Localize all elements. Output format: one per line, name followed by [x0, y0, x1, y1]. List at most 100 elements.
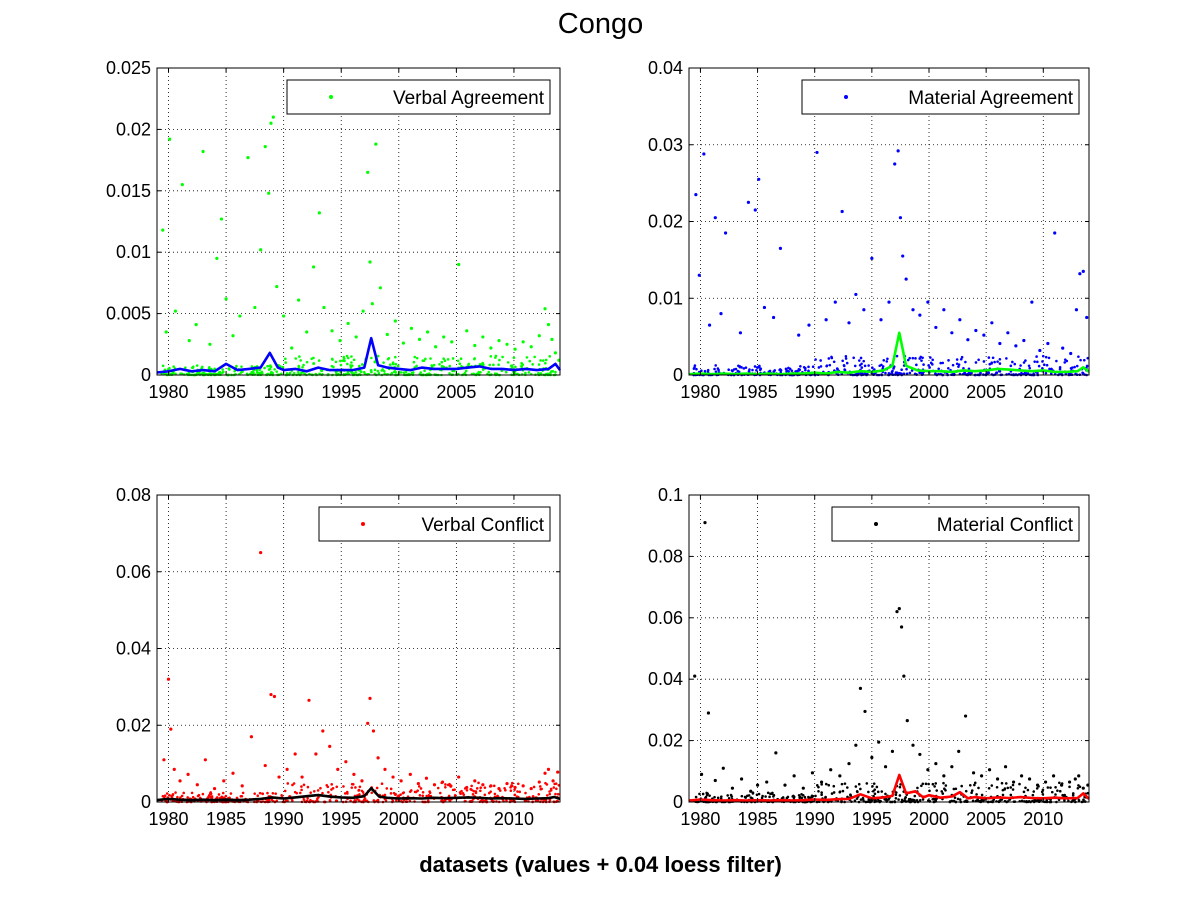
data-point: [492, 363, 495, 367]
data-point: [870, 256, 874, 260]
data-point: [368, 696, 372, 700]
data-point: [842, 364, 846, 367]
data-point: [449, 785, 453, 788]
data-point: [904, 795, 907, 799]
x-tick-label: 2000: [909, 382, 949, 402]
data-point: [501, 355, 504, 359]
data-point: [402, 371, 406, 374]
data-point: [483, 786, 487, 789]
data-point: [706, 368, 710, 372]
data-point: [442, 357, 445, 360]
data-point: [905, 719, 909, 723]
legend: Verbal Conflict: [318, 506, 551, 542]
data-point: [220, 796, 224, 799]
data-point: [509, 364, 513, 368]
data-point: [1030, 300, 1034, 304]
data-point: [426, 799, 430, 802]
data-point: [465, 329, 469, 333]
data-point: [1022, 361, 1026, 364]
data-point: [934, 782, 938, 785]
data-point: [366, 721, 370, 725]
data-point: [291, 783, 294, 787]
data-point: [470, 784, 473, 788]
data-point: [301, 365, 304, 369]
data-point: [971, 799, 975, 803]
data-point: [163, 794, 167, 797]
data-point: [843, 368, 846, 371]
data-point: [255, 368, 259, 372]
filter-line-0-1: [156, 336, 562, 374]
data-point: [884, 371, 887, 375]
data-point: [847, 321, 851, 325]
data-point: [297, 298, 301, 302]
data-point: [481, 363, 485, 367]
data-point: [810, 771, 815, 775]
data-point: [357, 799, 361, 802]
data-point: [905, 367, 908, 371]
data-point: [703, 369, 707, 373]
x-tick-label: 1980: [680, 809, 720, 829]
data-point: [871, 784, 874, 788]
data-point: [330, 357, 334, 361]
data-point: [1006, 331, 1010, 335]
data-point: [1035, 355, 1038, 358]
data-point: [358, 785, 362, 789]
data-point: [397, 794, 400, 797]
data-point: [1041, 354, 1045, 358]
data-point: [726, 794, 729, 797]
data-point: [1043, 780, 1048, 784]
data-point: [549, 787, 553, 791]
data-point: [933, 785, 936, 788]
y-tick-label: 0.02: [648, 212, 683, 232]
data-point: [250, 365, 254, 368]
data-point: [720, 795, 723, 798]
data-point: [1068, 785, 1071, 789]
data-point: [210, 795, 214, 798]
data-point: [857, 782, 861, 786]
data-point: [518, 790, 522, 794]
data-point: [268, 367, 272, 371]
loess-line: [156, 786, 561, 802]
data-point: [307, 698, 311, 702]
data-point: [350, 361, 353, 364]
data-point: [312, 789, 316, 793]
data-point: [773, 369, 777, 372]
data-point: [942, 308, 946, 312]
data-point: [473, 343, 477, 348]
data-point: [472, 372, 476, 376]
data-point: [803, 795, 807, 799]
data-point: [187, 339, 191, 343]
data-point: [1075, 364, 1079, 368]
data-point: [345, 354, 349, 358]
data-point: [161, 228, 165, 232]
data-point: [996, 360, 999, 363]
data-point: [529, 786, 533, 791]
data-point: [1058, 781, 1061, 785]
data-point: [556, 770, 560, 774]
data-point: [797, 333, 801, 337]
data-point: [927, 782, 930, 786]
filter-line-1-1: [688, 331, 1090, 376]
data-point: [932, 797, 935, 801]
data-point: [357, 364, 361, 368]
data-point: [169, 727, 173, 731]
data-point: [306, 797, 309, 800]
data-point: [846, 786, 849, 789]
data-point: [196, 794, 200, 798]
data-point: [162, 758, 166, 762]
data-point: [1041, 788, 1045, 792]
data-point: [740, 794, 744, 798]
data-point: [804, 368, 807, 372]
data-point: [1077, 355, 1080, 358]
data-point: [219, 217, 224, 221]
data-point: [186, 796, 189, 799]
y-tick-label: 0.02: [116, 119, 151, 139]
data-point: [335, 785, 339, 789]
x-tick-label: 1990: [795, 809, 835, 829]
plot-area: [157, 68, 560, 375]
data-point: [1009, 793, 1013, 797]
x-tick-label: 2000: [379, 809, 419, 829]
data-point: [541, 359, 545, 362]
data-point: [723, 231, 728, 235]
data-point: [950, 765, 954, 769]
